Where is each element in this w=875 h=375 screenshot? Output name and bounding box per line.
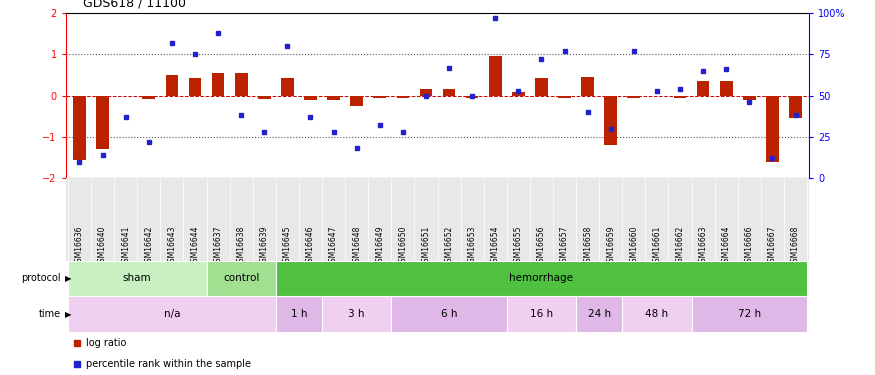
Bar	[420, 90, 432, 96]
Text: ▶: ▶	[65, 310, 71, 319]
Text: 72 h: 72 h	[738, 309, 761, 319]
Text: 3 h: 3 h	[348, 309, 365, 319]
Bar	[512, 92, 525, 96]
Text: 48 h: 48 h	[646, 309, 668, 319]
Bar	[281, 78, 294, 96]
Bar	[674, 96, 686, 98]
Text: hemorrhage: hemorrhage	[509, 273, 573, 284]
Bar	[507, 296, 576, 332]
Text: 24 h: 24 h	[588, 309, 611, 319]
Text: protocol: protocol	[22, 273, 61, 284]
Bar	[327, 96, 340, 100]
Text: n/a: n/a	[164, 309, 180, 319]
Text: ▶: ▶	[65, 274, 71, 283]
Bar	[558, 96, 570, 98]
Bar	[276, 261, 807, 296]
Bar	[304, 96, 317, 100]
Bar	[696, 81, 710, 96]
Bar	[720, 81, 732, 96]
Bar	[766, 96, 779, 162]
Bar	[789, 96, 802, 118]
Bar	[143, 96, 155, 99]
Bar	[258, 96, 270, 99]
Bar	[536, 78, 548, 96]
Bar	[74, 96, 86, 160]
Bar	[276, 296, 322, 332]
Bar	[206, 261, 276, 296]
Bar	[68, 261, 206, 296]
Bar	[466, 96, 479, 98]
Bar	[350, 96, 363, 106]
Text: GDS618 / 11100: GDS618 / 11100	[83, 0, 186, 9]
Bar	[443, 90, 455, 96]
Bar	[391, 296, 507, 332]
Text: 6 h: 6 h	[441, 309, 458, 319]
Bar	[212, 73, 224, 96]
Bar	[605, 96, 617, 145]
Text: control: control	[223, 273, 259, 284]
Bar	[627, 96, 640, 98]
Bar	[691, 296, 807, 332]
Bar	[322, 296, 391, 332]
Bar	[576, 296, 622, 332]
Bar	[622, 296, 691, 332]
Text: 16 h: 16 h	[530, 309, 553, 319]
Bar	[489, 57, 501, 96]
Text: 1 h: 1 h	[290, 309, 307, 319]
Bar	[96, 96, 108, 149]
Bar	[68, 296, 276, 332]
Text: sham: sham	[123, 273, 151, 284]
Bar	[374, 96, 386, 98]
Bar	[165, 75, 178, 96]
Bar	[234, 73, 248, 96]
Bar	[581, 77, 594, 96]
Bar	[396, 96, 410, 98]
Bar	[189, 78, 201, 96]
Text: time: time	[39, 309, 61, 319]
Text: log ratio: log ratio	[87, 338, 127, 348]
Text: percentile rank within the sample: percentile rank within the sample	[87, 359, 251, 369]
Bar	[743, 96, 756, 100]
